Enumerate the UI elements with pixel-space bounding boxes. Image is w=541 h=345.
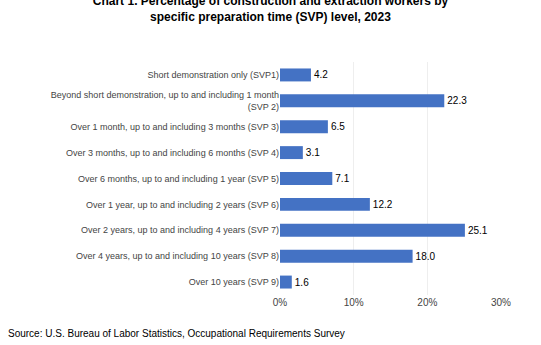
svg-text:Beyond short demonstration, up: Beyond short demonstration, up to and in… xyxy=(51,90,279,112)
svg-text:Over 2 years, up to and includ: Over 2 years, up to and including 4 year… xyxy=(81,225,279,235)
svg-text:30%: 30% xyxy=(491,297,511,308)
svg-text:Over 4 years, up to and includ: Over 4 years, up to and including 10 yea… xyxy=(76,251,279,261)
svg-text:Chart 1. Percentage of constru: Chart 1. Percentage of construction and … xyxy=(93,0,449,24)
svg-text:10%: 10% xyxy=(344,297,364,308)
svg-text:4.2: 4.2 xyxy=(314,69,328,80)
svg-text:Source: U.S. Bureau of Labor S: Source: U.S. Bureau of Labor Statistics,… xyxy=(8,328,345,339)
svg-text:Over 1 year, up to and includi: Over 1 year, up to and including 2 years… xyxy=(86,200,279,210)
svg-text:7.1: 7.1 xyxy=(335,173,349,184)
svg-text:Over 10 years (SVP 9): Over 10 years (SVP 9) xyxy=(189,277,279,287)
svg-text:25.1: 25.1 xyxy=(468,225,488,236)
svg-text:Over 1 month, up to and includ: Over 1 month, up to and including 3 mont… xyxy=(71,122,279,132)
svg-text:3.1: 3.1 xyxy=(306,147,320,158)
svg-text:6.5: 6.5 xyxy=(331,121,345,132)
svg-text:18.0: 18.0 xyxy=(416,251,436,262)
svg-text:12.2: 12.2 xyxy=(373,199,393,210)
svg-text:1.6: 1.6 xyxy=(295,277,309,288)
svg-text:Over 6 months, up to and inclu: Over 6 months, up to and including 1 yea… xyxy=(78,174,279,184)
svg-text:20%: 20% xyxy=(417,297,437,308)
svg-text:Over 3 months, up to and inclu: Over 3 months, up to and including 6 mon… xyxy=(66,148,279,158)
svg-text:22.3: 22.3 xyxy=(447,95,467,106)
svg-text:Short demonstration only (SVP1: Short demonstration only (SVP1) xyxy=(147,70,279,80)
svg-text:0%: 0% xyxy=(273,297,288,308)
